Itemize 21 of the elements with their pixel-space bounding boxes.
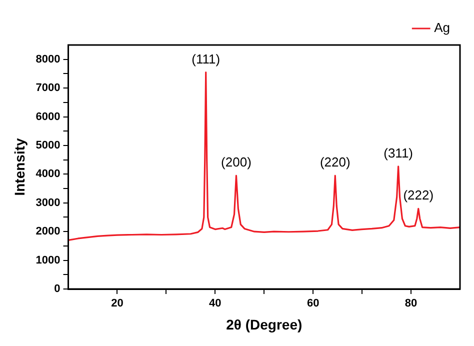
x-tick-label: 60 [306,298,320,310]
y-tick-label: 0 [54,283,60,296]
annotation: (111) [192,51,220,66]
y-tick-label: 1000 [36,254,60,266]
y-tick-label: 4000 [36,168,60,180]
x-tick-label: 40 [209,298,222,310]
y-axis-title: Intensity [11,138,28,196]
x-axis-title: 2θ (Degree) [226,316,302,332]
legend-label: Ag [434,20,450,36]
y-tick-label: 8000 [36,53,60,66]
annotation: (220) [320,154,350,170]
y-tick-label: 6000 [36,110,60,123]
x-tick-label: 80 [404,298,418,310]
y-tick-label: 3000 [36,196,60,209]
annotation: (222) [403,188,434,203]
y-tick-label: 5000 [36,140,60,152]
y-tick-label: 2000 [36,226,60,238]
annotation: (200) [221,154,252,170]
x-tick-label: 20 [111,298,124,310]
y-tick-label: 7000 [36,82,60,94]
annotation: (311) [384,146,413,161]
